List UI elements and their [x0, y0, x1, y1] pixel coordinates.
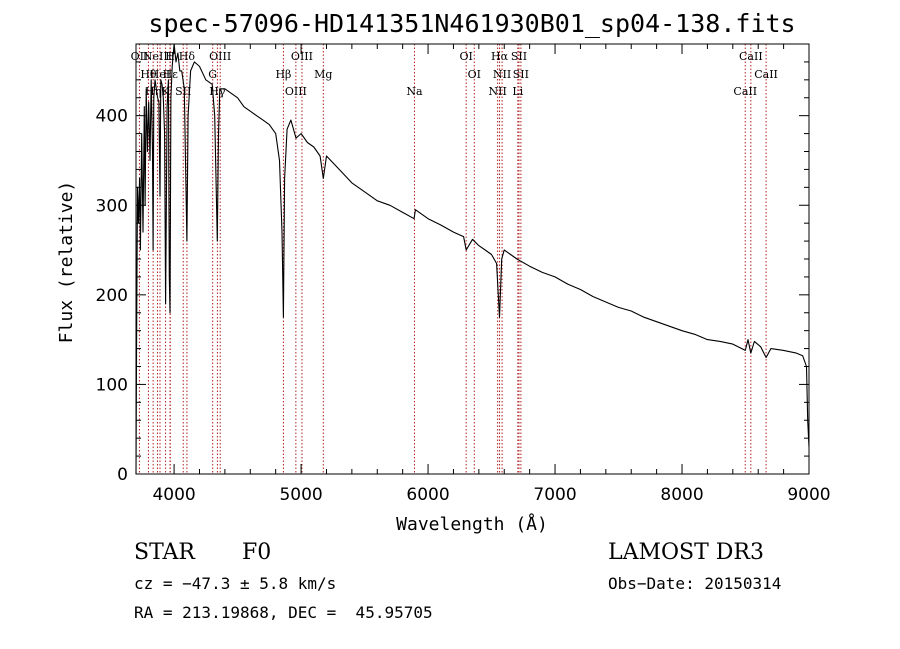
y-tick-label: 400	[96, 107, 128, 127]
line-label: OI	[459, 50, 472, 63]
object-subclass: F0	[242, 540, 272, 565]
line-label: OII	[131, 50, 149, 63]
y-axis-label: Flux (relative)	[56, 181, 77, 344]
line-label: G	[208, 68, 217, 81]
y-tick-label: 100	[96, 375, 128, 395]
line-label: K	[161, 85, 170, 98]
line-label: Mg	[314, 68, 332, 81]
spectrum-line	[135, 43, 810, 475]
line-label: NII	[488, 85, 506, 98]
x-tick-label: 7000	[533, 485, 576, 505]
x-tick-label: 9000	[787, 485, 830, 505]
line-label: CaII	[733, 85, 757, 98]
y-tick-label: 0	[117, 465, 128, 485]
line-label: Hη	[145, 85, 161, 98]
line-label: Na	[406, 85, 423, 98]
line-label: Li	[512, 85, 523, 98]
line-label: SII	[175, 85, 191, 98]
line-label: SII	[511, 50, 527, 63]
spectral-line-markers	[138, 44, 767, 474]
line-label: H	[165, 50, 175, 63]
y-axis: 0 100 200 300 400	[96, 61, 809, 485]
chart-title: spec-57096-HD141351N461930B01_sp04-138.f…	[148, 9, 795, 38]
line-label: SII	[513, 68, 529, 81]
line-label: NeIII	[143, 50, 172, 63]
y-tick-label: 200	[96, 286, 128, 306]
obs-date: Obs−Date: 20150314	[608, 574, 782, 593]
x-tick-label: 4000	[152, 485, 195, 505]
object-class: STAR	[134, 540, 195, 565]
redshift-cz: cz = −47.3 ± 5.8 km/s	[134, 574, 337, 593]
survey-name: LAMOST DR3	[608, 540, 764, 565]
line-label: OIII	[291, 50, 313, 63]
x-axis: 4000 5000 6000 7000 8000 9000	[152, 44, 831, 505]
line-label: Hδ	[179, 50, 196, 63]
x-axis-label: Wavelength (Å)	[396, 513, 548, 535]
x-tick-label: 6000	[406, 485, 449, 505]
line-label: CaII	[754, 68, 778, 81]
line-label: OI	[468, 68, 481, 81]
line-label: Hε	[163, 68, 179, 81]
line-label: Hθ	[140, 68, 157, 81]
y-tick-label: 300	[96, 196, 128, 216]
line-label: OIII	[209, 50, 231, 63]
line-label: Hα	[491, 50, 509, 63]
line-label: CaII	[739, 50, 763, 63]
line-label: OIII	[285, 85, 307, 98]
line-label: Hβ	[275, 68, 291, 81]
line-label: NII	[493, 68, 511, 81]
spectrum-chart: spec-57096-HD141351N461930B01_sp04-138.f…	[56, 9, 831, 535]
spectral-line-labels: OIIHθHηNeIIIHeIKHHεSIIHδGHγOIIIHβOIIIOII…	[131, 50, 778, 98]
line-label: HeI	[150, 68, 170, 81]
x-tick-label: 5000	[279, 485, 322, 505]
plot-frame	[135, 43, 810, 475]
x-tick-label: 8000	[660, 485, 703, 505]
line-label: Hγ	[209, 85, 226, 98]
coordinates: RA = 213.19868, DEC = 45.95705	[134, 603, 433, 622]
